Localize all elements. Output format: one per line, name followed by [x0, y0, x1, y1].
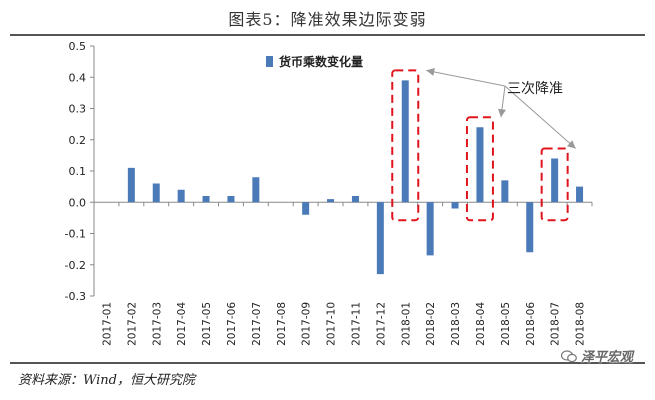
highlight-box — [391, 69, 420, 222]
y-tick-label: -0.2 — [65, 259, 86, 272]
bar — [227, 196, 235, 203]
x-tick-label: 2017-09 — [301, 302, 313, 346]
bar — [177, 189, 185, 203]
x-tick-label: 2017-07 — [251, 302, 263, 346]
x-tick-label: 2018-06 — [525, 302, 537, 346]
x-tick-label: 2018-08 — [575, 302, 587, 346]
bar — [526, 202, 534, 253]
y-tick-label: 0.4 — [69, 71, 87, 84]
y-tick-label: 0.0 — [69, 196, 87, 209]
y-tick-label: 0.2 — [69, 134, 87, 147]
annotation-arrowhead — [567, 140, 576, 149]
x-tick-label: 2017-06 — [226, 302, 238, 346]
y-tick-label: 0.5 — [69, 40, 87, 53]
annotation-arrow — [504, 85, 576, 149]
wechat-icon — [560, 350, 577, 363]
x-tick-label: 2018-02 — [425, 302, 437, 346]
source-note: 资料来源：Wind，恒大研究院 — [18, 373, 195, 388]
x-tick-label: 2018-07 — [550, 302, 562, 346]
x-tick-label: 2017-08 — [276, 302, 288, 346]
annotation-arrowhead — [498, 108, 506, 118]
top-rule — [10, 34, 645, 36]
x-tick-label: 2017-12 — [375, 302, 387, 346]
x-tick-label: 2018-01 — [400, 302, 412, 346]
bottom-rule — [10, 362, 645, 364]
bar — [202, 196, 210, 203]
bar — [401, 80, 409, 203]
x-tick-label: 2017-05 — [201, 302, 213, 346]
bar — [127, 167, 135, 203]
annotation-label: 三次降准 — [507, 81, 563, 97]
highlight-box — [465, 116, 494, 222]
x-tick-label: 2017-11 — [350, 302, 362, 346]
bar — [551, 158, 559, 203]
y-tick-label: -0.1 — [65, 228, 86, 241]
bar — [252, 177, 260, 203]
x-tick-label: 2018-03 — [450, 302, 462, 346]
x-tick-label: 2018-05 — [500, 302, 512, 346]
bar — [302, 202, 310, 215]
x-tick-label: 2018-04 — [475, 302, 487, 346]
x-tick-label: 2017-04 — [176, 302, 188, 346]
watermark: 泽平宏观 — [560, 346, 633, 365]
legend-swatch — [266, 56, 273, 67]
bar — [152, 183, 160, 203]
bar — [451, 202, 459, 209]
bar — [327, 199, 335, 203]
y-tick-label: 0.3 — [69, 103, 87, 116]
y-tick-label: -0.3 — [65, 290, 86, 303]
bar — [476, 127, 484, 203]
annotation-arrowhead — [426, 68, 435, 76]
bar — [376, 202, 384, 275]
annotation-arrow — [426, 69, 506, 87]
bar — [426, 202, 434, 256]
bar — [351, 196, 359, 203]
bar-chart: 0.5 0.4 0.3 0.2 0.1 0.0 -0.1 -0.2 -0.3 2017-01 201… — [65, 40, 593, 346]
x-tick-label: 2017-02 — [126, 302, 138, 346]
highlight-box — [540, 147, 569, 222]
bar — [501, 180, 509, 203]
bar — [576, 186, 584, 203]
x-tick-label: 2017-01 — [101, 302, 113, 346]
x-tick-label: 2017-03 — [151, 302, 163, 346]
watermark-text: 泽平宏观 — [580, 350, 633, 365]
x-tick-label: 2017-10 — [326, 302, 338, 346]
legend-label: 货币乘数变化量 — [279, 54, 363, 69]
chart-title: 图表5：降准效果边际变弱 — [228, 10, 427, 29]
y-tick-label: 0.1 — [69, 165, 87, 178]
